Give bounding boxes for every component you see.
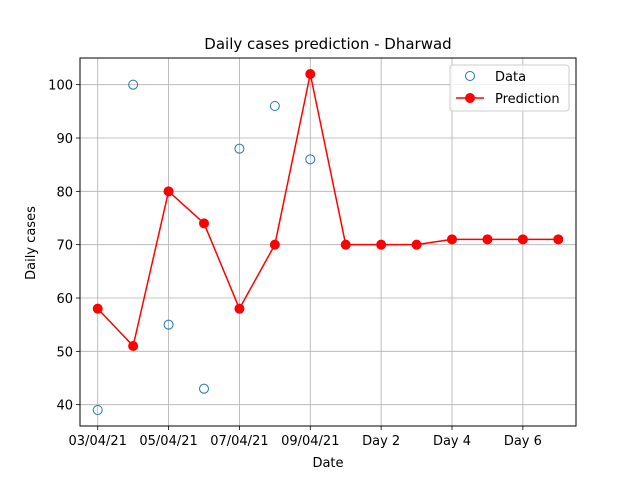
x-tick-label: Day 6 bbox=[504, 434, 542, 449]
legend-data-label: Data bbox=[495, 70, 526, 85]
prediction-point bbox=[199, 218, 209, 229]
series-layer bbox=[92, 69, 564, 415]
plot-frame bbox=[79, 57, 577, 427]
data-point bbox=[163, 319, 174, 330]
data-point bbox=[92, 405, 103, 415]
prediction-point bbox=[234, 303, 245, 314]
y-tick-label: 100 bbox=[48, 79, 73, 94]
prediction-point bbox=[517, 234, 528, 245]
x-tick-label: 05/04/21 bbox=[139, 434, 197, 449]
prediction-point bbox=[92, 303, 103, 314]
x-tick-label: Day 4 bbox=[433, 434, 471, 449]
legend: Data Prediction bbox=[449, 64, 570, 112]
y-tick-label: 90 bbox=[56, 132, 73, 147]
x-tick-label: 09/04/21 bbox=[281, 434, 339, 449]
prediction-point bbox=[376, 239, 387, 250]
prediction-point bbox=[128, 341, 139, 351]
legend-data-marker bbox=[465, 71, 475, 81]
prediction-point bbox=[411, 239, 422, 250]
prediction-point bbox=[163, 186, 174, 197]
data-point bbox=[269, 101, 280, 111]
y-tick-label: 60 bbox=[56, 292, 73, 307]
data-point bbox=[199, 383, 209, 394]
grid bbox=[80, 58, 576, 426]
axis-ticks: 03/04/21 05/04/21 07/04/21 09/04/21 Day 2 Day… bbox=[48, 79, 542, 449]
legend-prediction-marker bbox=[465, 93, 475, 103]
data-point bbox=[305, 154, 316, 165]
y-axis-title: Daily cases bbox=[24, 206, 39, 280]
y-tick-label: 70 bbox=[56, 239, 73, 254]
prediction-point bbox=[269, 239, 280, 250]
prediction-point bbox=[447, 234, 457, 245]
y-tick-label: 50 bbox=[56, 345, 73, 360]
prediction-point bbox=[553, 234, 564, 245]
chart-title: Daily cases prediction - Dharwad bbox=[204, 35, 451, 53]
x-tick-label: 03/04/21 bbox=[69, 434, 127, 449]
legend-box bbox=[449, 64, 570, 112]
y-tick-label: 40 bbox=[56, 399, 73, 414]
prediction-point bbox=[340, 239, 351, 250]
prediction-line bbox=[97, 73, 559, 347]
x-tick-label: Day 2 bbox=[362, 434, 400, 449]
y-tick-label: 80 bbox=[56, 185, 73, 200]
data-point bbox=[234, 143, 245, 154]
x-axis-title: Date bbox=[312, 456, 343, 471]
prediction-point bbox=[482, 234, 493, 245]
prediction-point bbox=[305, 69, 316, 79]
x-tick-label: 07/04/21 bbox=[210, 434, 268, 449]
data-point bbox=[128, 79, 139, 90]
legend-prediction-label: Prediction bbox=[495, 92, 560, 107]
